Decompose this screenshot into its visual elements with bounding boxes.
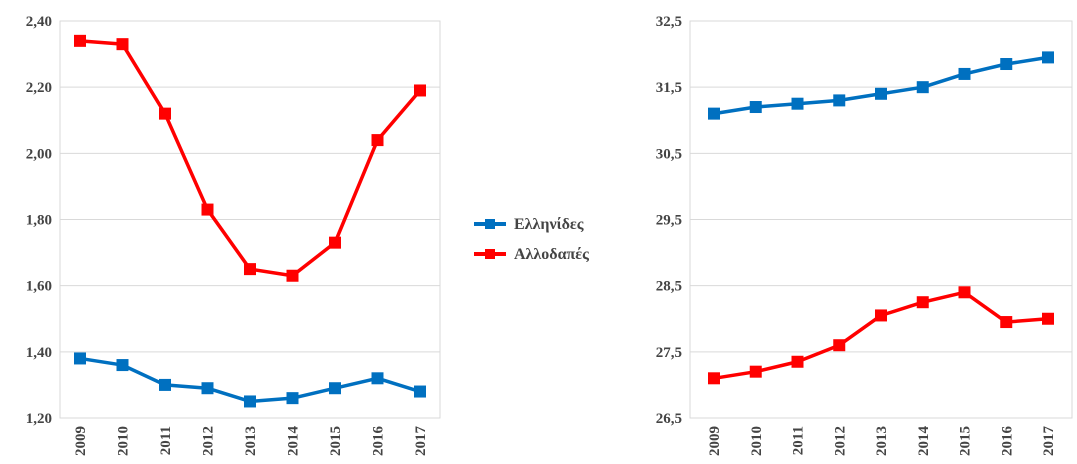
data-point bbox=[329, 382, 341, 395]
data-point bbox=[159, 378, 171, 391]
legend-marker-allodapes bbox=[485, 249, 495, 259]
x-tick-label: 2011 bbox=[791, 426, 807, 455]
data-point bbox=[286, 269, 299, 282]
x-tick-label: 2015 bbox=[958, 426, 974, 456]
data-point bbox=[958, 67, 971, 80]
data-point bbox=[958, 286, 971, 299]
data-point bbox=[833, 94, 846, 107]
data-point bbox=[1000, 58, 1013, 71]
data-point bbox=[1042, 312, 1054, 325]
data-point bbox=[201, 203, 214, 216]
data-point bbox=[414, 84, 426, 97]
y-tick-label: 1,40 bbox=[26, 345, 52, 361]
data-point bbox=[875, 309, 887, 322]
legend-label-allodapes: Αλλοδαπές bbox=[514, 246, 589, 263]
right-line-chart: 26,5 27,5 28,5 29,5 30,5 31,5 32,5 2009 2010 2011… bbox=[656, 14, 1073, 457]
y-tick-label: 28,5 bbox=[656, 279, 682, 295]
data-point bbox=[708, 107, 720, 120]
x-tick-label: 2010 bbox=[116, 426, 132, 456]
series-line bbox=[713, 55, 1049, 116]
y-tick-label: 2,00 bbox=[26, 146, 52, 162]
data-point bbox=[749, 365, 762, 378]
x-tick-label: 2016 bbox=[371, 426, 387, 457]
legend-marker-ellinides bbox=[485, 219, 495, 229]
y-tick-label: 2,20 bbox=[26, 80, 52, 96]
data-point bbox=[749, 101, 762, 114]
y-tick-label: 1,20 bbox=[26, 411, 52, 427]
y-tick-label: 27,5 bbox=[656, 345, 682, 361]
data-point bbox=[244, 263, 256, 276]
data-point bbox=[916, 81, 929, 94]
y-tick-label: 29,5 bbox=[656, 213, 682, 229]
x-tick-label: 2009 bbox=[707, 426, 723, 456]
data-point bbox=[791, 97, 804, 110]
data-point bbox=[116, 359, 129, 372]
y-tick-label: 32,5 bbox=[656, 14, 682, 30]
x-tick-label: 2013 bbox=[874, 426, 890, 456]
y-tick-label: 1,60 bbox=[26, 279, 52, 295]
series-line bbox=[713, 290, 1049, 381]
data-point bbox=[414, 385, 426, 398]
data-point bbox=[244, 395, 256, 408]
y-tick-label: 30,5 bbox=[656, 146, 682, 162]
data-point bbox=[1000, 316, 1013, 329]
x-tick-label: 2014 bbox=[916, 426, 932, 457]
data-point bbox=[916, 296, 929, 309]
y-tick-label: 31,5 bbox=[656, 80, 682, 96]
plot-area-border bbox=[59, 20, 441, 419]
x-tick-label: 2010 bbox=[749, 426, 765, 456]
x-tick-label: 2012 bbox=[201, 426, 217, 456]
x-tick-label: 2015 bbox=[328, 426, 344, 456]
data-point bbox=[708, 372, 720, 385]
data-point bbox=[159, 107, 171, 120]
data-point bbox=[875, 87, 887, 100]
x-tick-label: 2011 bbox=[158, 426, 174, 455]
legend-item-ellinides: Ελληνίδες bbox=[474, 216, 584, 233]
legend: Ελληνίδες Αλλοδαπές bbox=[474, 216, 589, 263]
data-point bbox=[371, 134, 384, 147]
series-line bbox=[79, 39, 422, 278]
y-tick-label: 26,5 bbox=[656, 411, 682, 427]
left-line-chart: 1,20 1,40 1,60 1,80 2,00 2,20 2,40 2009 2010 2011… bbox=[26, 14, 441, 457]
x-tick-label: 2009 bbox=[73, 426, 89, 456]
data-point bbox=[371, 372, 384, 385]
plot-area-border bbox=[689, 20, 1073, 419]
x-tick-label: 2016 bbox=[999, 426, 1015, 457]
data-point bbox=[1042, 51, 1054, 64]
data-point bbox=[833, 339, 846, 352]
data-point bbox=[286, 392, 299, 405]
data-point bbox=[74, 352, 86, 365]
legend-label-ellinides: Ελληνίδες bbox=[514, 216, 584, 233]
data-point bbox=[791, 355, 804, 368]
legend-item-allodapes: Αλλοδαπές bbox=[474, 246, 589, 263]
data-point bbox=[116, 38, 129, 51]
y-tick-label: 1,80 bbox=[26, 213, 52, 229]
data-point bbox=[74, 34, 86, 47]
data-point bbox=[329, 236, 341, 249]
series-line bbox=[79, 356, 421, 404]
data-point bbox=[201, 382, 214, 395]
x-tick-label: 2014 bbox=[286, 426, 302, 457]
x-tick-label: 2012 bbox=[832, 426, 848, 456]
x-tick-label: 2013 bbox=[243, 426, 259, 456]
x-tick-label: 2017 bbox=[413, 426, 429, 457]
y-tick-label: 2,40 bbox=[26, 14, 52, 30]
x-tick-label: 2017 bbox=[1041, 426, 1057, 457]
